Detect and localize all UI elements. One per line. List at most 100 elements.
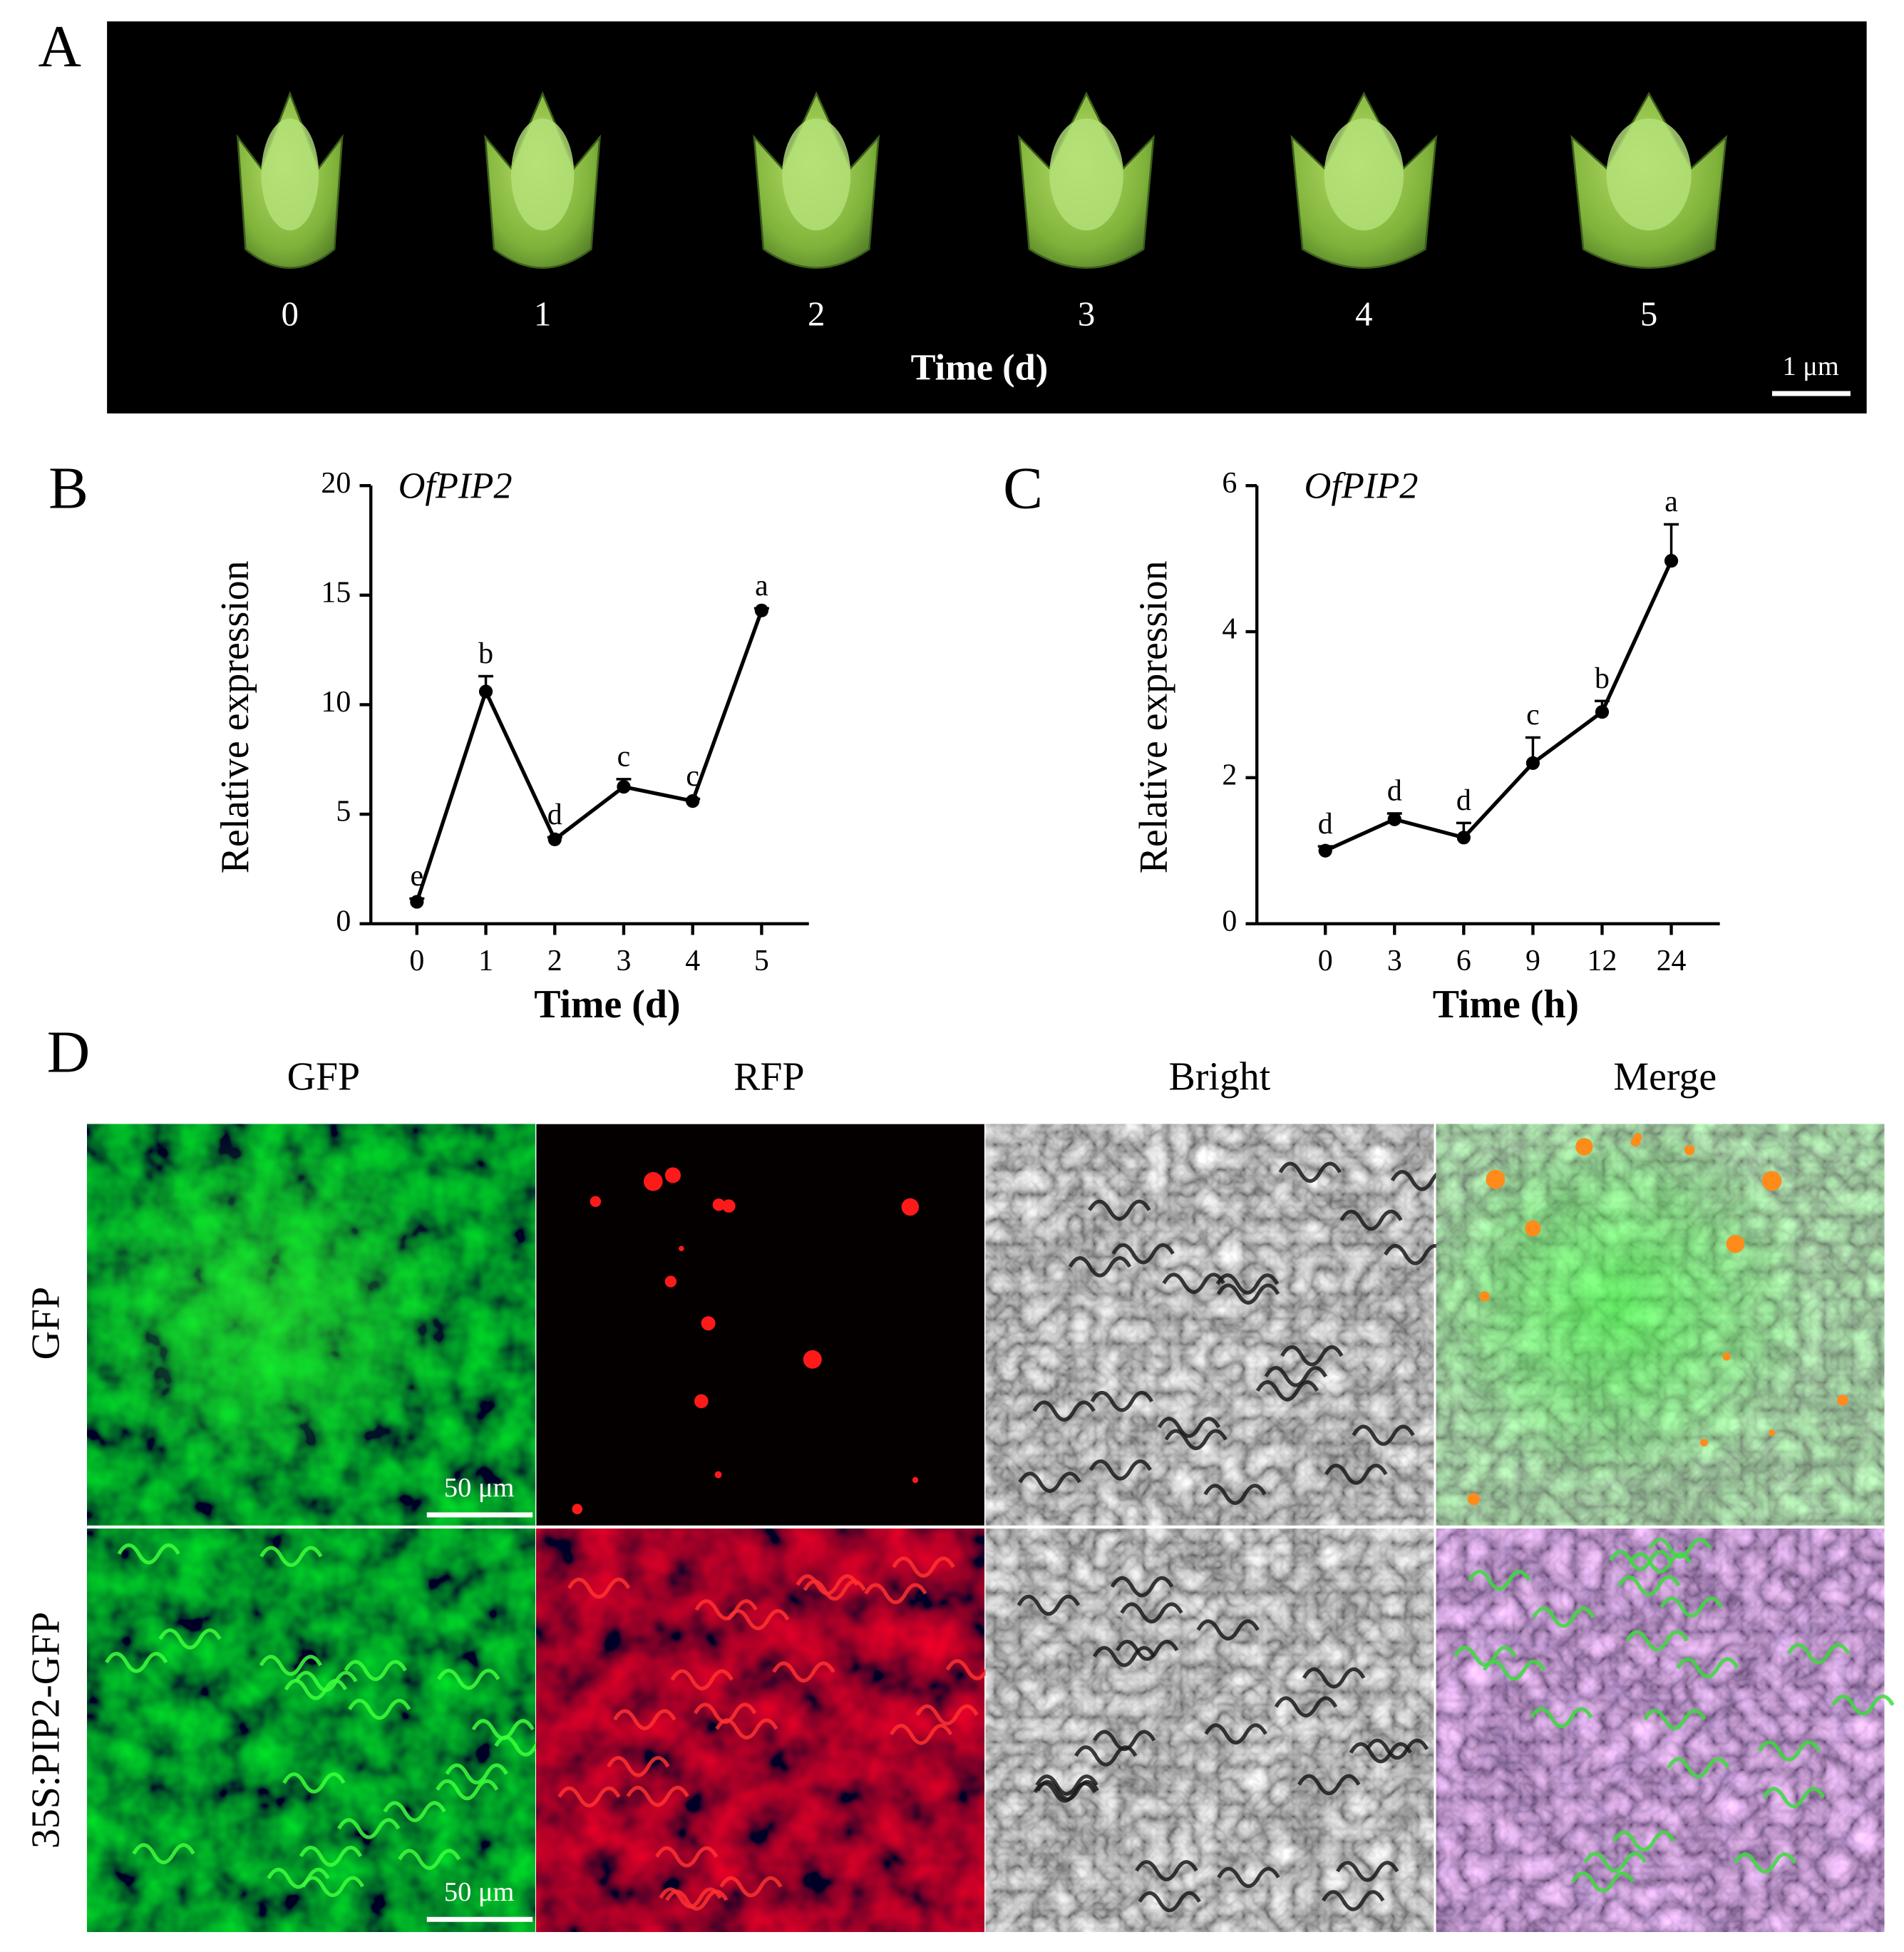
x-tick-label: 0 xyxy=(1318,945,1333,977)
x-tick-label: 6 xyxy=(1456,945,1471,977)
y-axis-label: Relative expression xyxy=(213,560,257,873)
data-point xyxy=(617,780,631,794)
data-point xyxy=(478,684,493,699)
data-point xyxy=(1525,756,1540,770)
cell-wall xyxy=(337,1818,401,1839)
cell-wall xyxy=(301,1876,365,1897)
nucleus xyxy=(1479,1291,1490,1302)
cell-wall xyxy=(445,1763,508,1784)
column-header: Bright xyxy=(1168,1054,1270,1099)
nucleus xyxy=(1486,1169,1506,1189)
nucleus xyxy=(1684,1145,1695,1156)
cell-wall xyxy=(1090,1390,1153,1412)
column-header: RFP xyxy=(734,1054,804,1099)
cell-wall xyxy=(1324,1464,1388,1485)
row-label: 35S:PIP2-GFP xyxy=(24,1612,68,1849)
cell-wall xyxy=(282,1772,346,1794)
cell-wall xyxy=(1831,1694,1895,1716)
nucleus xyxy=(1575,1138,1593,1156)
cell-wall xyxy=(1762,1787,1826,1809)
fluorescence-glow xyxy=(87,1124,535,1528)
cell-wall xyxy=(1667,1757,1730,1779)
data-point xyxy=(754,603,769,617)
cell-wall xyxy=(1339,1209,1403,1231)
nucleus xyxy=(1630,1136,1641,1147)
nucleus xyxy=(694,1394,709,1409)
significance-label: c xyxy=(617,741,631,774)
data-point xyxy=(410,895,424,909)
significance-label: a xyxy=(1664,486,1678,518)
cell-wall xyxy=(719,1876,783,1898)
y-tick-label: 5 xyxy=(336,796,351,828)
y-tick-label: 0 xyxy=(1222,905,1237,938)
stage-label: 5 xyxy=(1640,294,1657,334)
cell-wall xyxy=(915,1704,979,1726)
significance-label: d xyxy=(1456,784,1471,817)
y-axis-label: Relative expression xyxy=(1131,560,1175,873)
cell-wall xyxy=(1135,1860,1198,1881)
cell-wall xyxy=(267,1867,330,1889)
nucleus xyxy=(1769,1429,1776,1437)
nucleus xyxy=(701,1316,716,1331)
scale-bar-label: 50 μm xyxy=(444,1877,515,1907)
x-tick-label: 9 xyxy=(1525,945,1540,977)
nucleus xyxy=(664,1275,677,1288)
cell-wall xyxy=(670,1669,734,1690)
stage-label: 2 xyxy=(808,294,825,334)
cell-wall xyxy=(1217,1866,1280,1889)
cell-wall xyxy=(803,1579,866,1601)
x-tick-label: 2 xyxy=(547,945,562,977)
significance-label: a xyxy=(755,570,768,602)
cell-wall xyxy=(1453,1645,1517,1667)
cell-wall xyxy=(557,1786,621,1808)
x-tick-label: 3 xyxy=(617,945,632,977)
cell-wall xyxy=(1349,1742,1413,1764)
cell-wall xyxy=(694,1599,758,1620)
cell-wall xyxy=(1609,1549,1672,1571)
column-header: Merge xyxy=(1613,1054,1717,1099)
significance-label: b xyxy=(1595,662,1610,695)
fluorescence-glow xyxy=(1436,1124,1885,1528)
bud-core xyxy=(782,118,851,231)
x-tick-label: 5 xyxy=(754,945,769,977)
significance-label: d xyxy=(547,798,562,831)
cell-wall xyxy=(1274,1696,1338,1717)
data-point xyxy=(1595,705,1610,719)
nucleus xyxy=(1700,1439,1708,1447)
cell-wall xyxy=(1365,1738,1429,1760)
cell-wall xyxy=(437,1668,500,1690)
cell-wall xyxy=(1643,1709,1707,1730)
significance-label: b xyxy=(478,637,493,670)
cell-wall xyxy=(344,1660,407,1681)
significance-label: c xyxy=(1526,699,1540,731)
cell-wall xyxy=(626,1785,689,1807)
cell-wall xyxy=(613,1709,676,1730)
cell-wall xyxy=(1733,1852,1797,1874)
nucleus xyxy=(590,1196,602,1207)
row-label: GFP xyxy=(24,1287,68,1360)
micrographs: 50 μm 50 μm xyxy=(87,1124,1895,1932)
nucleus xyxy=(912,1476,919,1484)
data-point xyxy=(1318,843,1332,858)
cell-wall xyxy=(132,1843,195,1864)
cell-wall xyxy=(284,1678,348,1700)
nucleus xyxy=(679,1245,684,1252)
cell-wall xyxy=(1216,1283,1280,1305)
data-point xyxy=(1387,812,1401,826)
cell-wall xyxy=(1659,1596,1724,1618)
stage-label: 3 xyxy=(1078,294,1095,334)
cell-wall xyxy=(726,1609,790,1630)
cell-wall xyxy=(892,1556,955,1578)
nucleus xyxy=(1467,1493,1480,1506)
cell-wall xyxy=(1297,1774,1361,1796)
bud-core xyxy=(1324,118,1404,231)
significance-label: e xyxy=(411,860,424,893)
cell-wall xyxy=(117,1543,180,1565)
cell-wall xyxy=(1035,1774,1098,1796)
cell-wall xyxy=(259,1546,323,1567)
nucleus xyxy=(1524,1220,1541,1237)
x-tick-label: 0 xyxy=(409,945,424,977)
data-point xyxy=(686,794,700,808)
cell-wall xyxy=(1157,1417,1221,1438)
